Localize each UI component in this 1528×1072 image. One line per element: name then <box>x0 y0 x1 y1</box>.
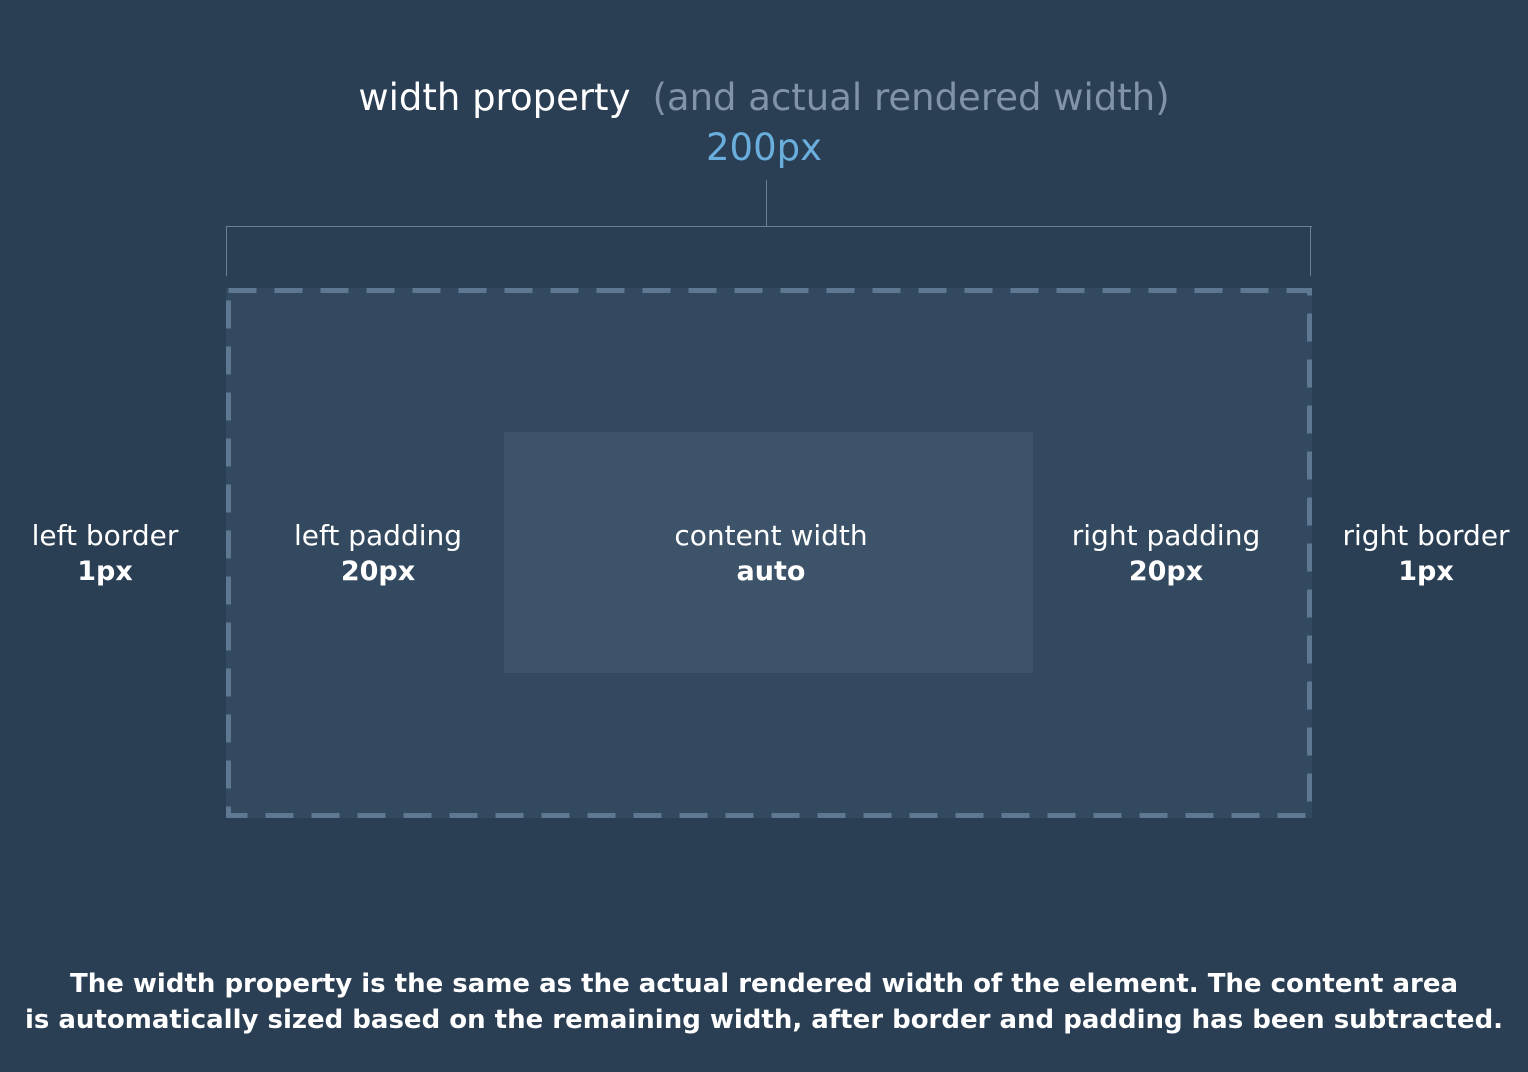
left-border-value: 1px <box>77 556 133 587</box>
content-width-value: auto <box>736 556 806 587</box>
content-area <box>504 432 1033 673</box>
left-padding-name: left padding <box>293 519 463 552</box>
content-width-name: content width <box>674 519 868 552</box>
rendered-width-sublabel: (and actual rendered width) <box>652 76 1170 119</box>
right-border-value: 1px <box>1398 556 1454 587</box>
diagram-title: width property (and actual rendered width… <box>0 74 1528 122</box>
right-padding-name: right padding <box>1071 519 1261 552</box>
width-value: 200px <box>705 126 822 169</box>
explanation-caption: The width property is the same as the ac… <box>0 966 1528 1038</box>
caption-line-2: is automatically sized based on the rema… <box>24 1005 1504 1035</box>
right-padding-value: 20px <box>1128 556 1204 587</box>
bracket-left-leg <box>226 226 227 276</box>
bracket-stem <box>766 180 767 227</box>
left-border-name: left border <box>31 519 179 552</box>
right-border-name: right border <box>1342 519 1510 552</box>
right-padding-label: right padding 20px <box>1050 518 1282 590</box>
left-padding-label: left padding 20px <box>278 518 478 590</box>
dashed-border <box>226 288 1312 818</box>
caption-line-1: The width property is the same as the ac… <box>69 969 1459 999</box>
width-property-label: width property <box>358 76 631 119</box>
left-border-label: left border 1px <box>20 518 190 590</box>
content-width-label: content width auto <box>640 518 902 590</box>
right-border-label: right border 1px <box>1334 518 1518 590</box>
bracket-right-leg <box>1310 226 1311 276</box>
bracket-bar <box>226 226 1312 227</box>
left-padding-value: 20px <box>340 556 416 587</box>
